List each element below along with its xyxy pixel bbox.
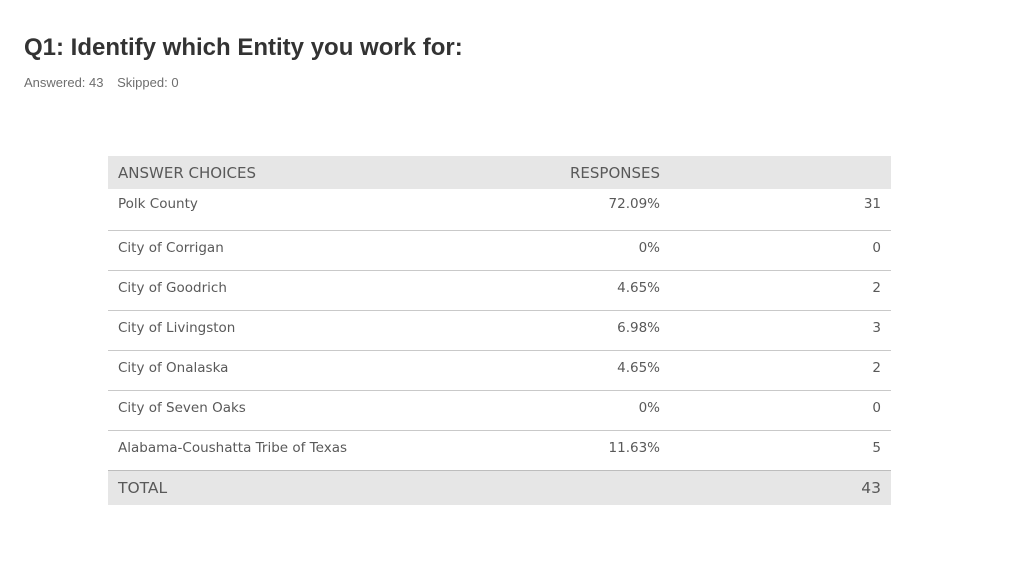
table-header-row: ANSWER CHOICES RESPONSES	[108, 156, 891, 189]
choice-percent: 4.65%	[548, 350, 670, 391]
table-row: City of Livingston 6.98% 3	[108, 310, 891, 351]
choice-percent: 6.98%	[548, 310, 670, 351]
table-row: City of Seven Oaks 0% 0	[108, 390, 891, 431]
choice-label: City of Goodrich	[108, 270, 548, 311]
choice-label: City of Seven Oaks	[108, 390, 548, 431]
choice-label: City of Onalaska	[108, 350, 548, 391]
table-row: Polk County 72.09% 31	[108, 189, 891, 231]
choice-count: 31	[670, 189, 891, 231]
total-label: TOTAL	[108, 470, 548, 505]
skipped-count: Skipped: 0	[117, 75, 179, 90]
choice-count: 0	[670, 230, 891, 271]
table-row: City of Corrigan 0% 0	[108, 230, 891, 271]
table-row: City of Goodrich 4.65% 2	[108, 270, 891, 311]
choice-label: Alabama-Coushatta Tribe of Texas	[108, 430, 548, 471]
choice-percent: 72.09%	[548, 189, 670, 231]
question-title: Q1: Identify which Entity you work for:	[24, 34, 463, 61]
choice-count: 2	[670, 270, 891, 311]
choice-percent: 0%	[548, 230, 670, 271]
choice-percent: 4.65%	[548, 270, 670, 311]
choice-label: City of Livingston	[108, 310, 548, 351]
choice-count: 5	[670, 430, 891, 471]
header-count	[670, 156, 891, 189]
total-count: 43	[670, 470, 891, 505]
choice-percent: 11.63%	[548, 430, 670, 471]
choice-count: 0	[670, 390, 891, 431]
response-summary: Answered: 43 Skipped: 0	[24, 75, 179, 90]
total-percent	[548, 470, 670, 505]
table-row: Alabama-Coushatta Tribe of Texas 11.63% …	[108, 430, 891, 471]
results-table: ANSWER CHOICES RESPONSES Polk County 72.…	[108, 156, 891, 505]
choice-count: 2	[670, 350, 891, 391]
table-row: City of Onalaska 4.65% 2	[108, 350, 891, 391]
choice-count: 3	[670, 310, 891, 351]
choice-label: City of Corrigan	[108, 230, 548, 271]
answered-count: Answered: 43	[24, 75, 104, 90]
total-row: TOTAL 43	[108, 470, 891, 505]
choice-label: Polk County	[108, 189, 548, 231]
header-responses: RESPONSES	[548, 156, 670, 189]
header-answer-choices: ANSWER CHOICES	[108, 156, 548, 189]
choice-percent: 0%	[548, 390, 670, 431]
